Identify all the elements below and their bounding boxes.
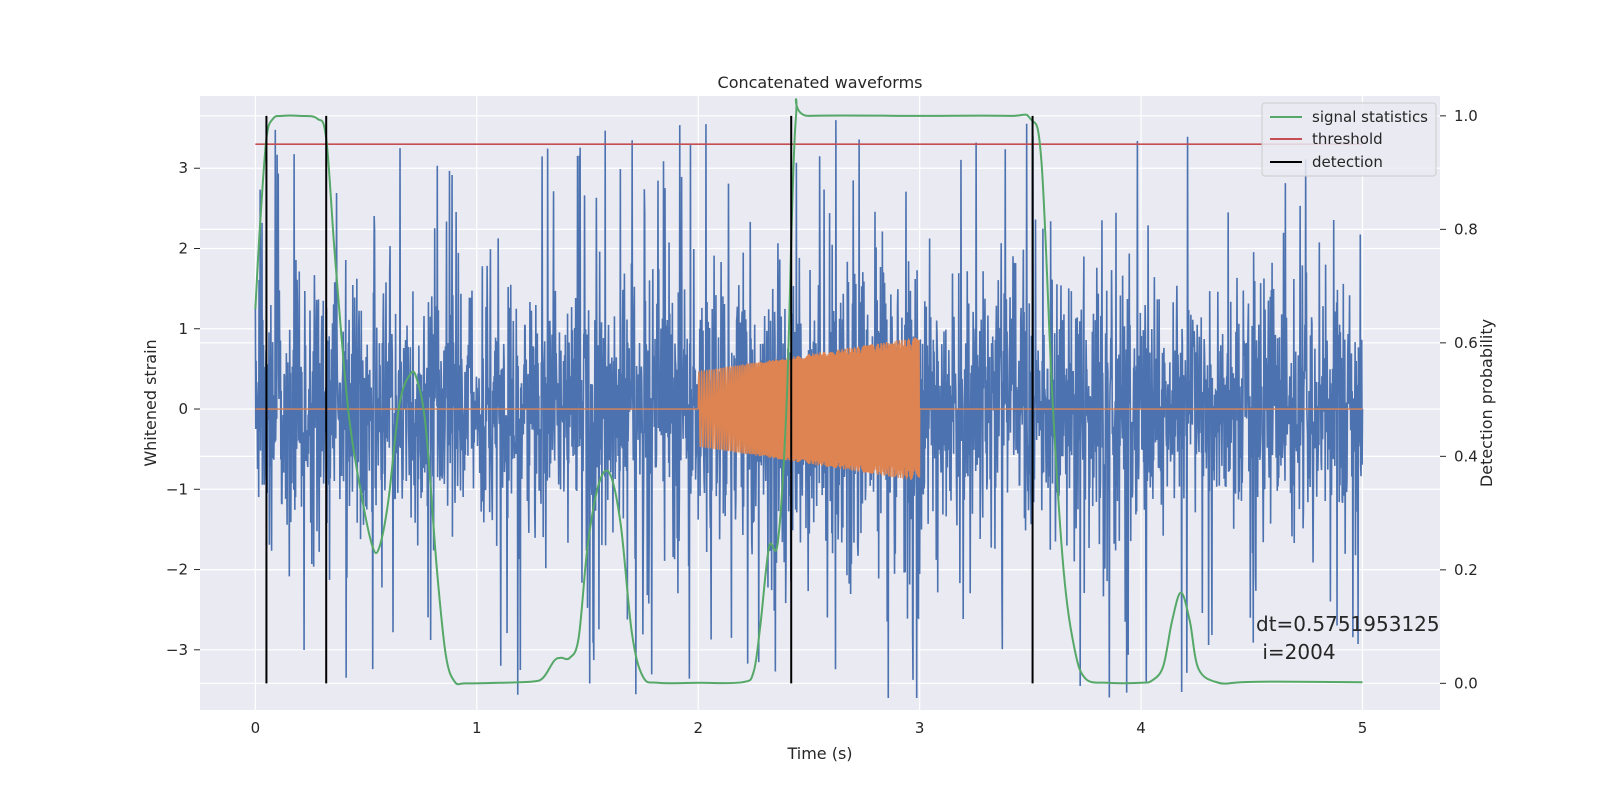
y2-tick-label: 0.4 <box>1454 447 1478 465</box>
y-tick-label: 2 <box>178 239 188 257</box>
legend-label-signal-statistics: signal statistics <box>1312 108 1428 126</box>
y-tick-label: 0 <box>178 400 188 418</box>
y-tick-label: 1 <box>178 320 188 338</box>
annotation-i: i=2004 <box>1256 640 1336 664</box>
y-axis-left: −3 −2 −1 0 1 2 3 <box>166 159 200 659</box>
chart-title: Concatenated waveforms <box>718 73 923 92</box>
legend-box <box>1261 102 1437 177</box>
y2-axis-label: Detection probability <box>1477 319 1496 487</box>
y2-tick-label: 1.0 <box>1454 107 1478 125</box>
series-signal-statistics <box>254 98 1363 686</box>
x-tick-label: 5 <box>1358 719 1368 737</box>
series-injection <box>255 337 1363 480</box>
x-tick-label: 2 <box>693 719 703 737</box>
x-axis-label: Time (s) <box>786 744 852 763</box>
x-tick-label: 0 <box>251 719 261 737</box>
x-tick-label: 3 <box>915 719 925 737</box>
y-tick-label: 3 <box>178 159 188 177</box>
legend-label-detection: detection <box>1312 153 1383 171</box>
y2-tick-label: 0.2 <box>1454 561 1478 579</box>
x-tick-label: 1 <box>472 719 482 737</box>
x-tick-label: 4 <box>1136 719 1146 737</box>
x-axis: 0 1 2 3 4 5 <box>251 719 1368 737</box>
y2-tick-label: 0.8 <box>1454 220 1478 238</box>
y2-tick-label: 0.0 <box>1454 674 1478 692</box>
series-layer <box>254 98 1364 698</box>
y-axis-label: Whitened strain <box>141 339 160 466</box>
y-axis-right: 0.0 0.2 0.4 0.6 0.8 1.0 <box>1440 107 1478 692</box>
y-tick-label: −2 <box>166 561 188 579</box>
y-tick-label: −1 <box>166 480 188 498</box>
annotation-dt: dt=0.5751953125 <box>1256 612 1440 636</box>
legend: signal statistics threshold detection <box>1261 102 1437 177</box>
y-tick-label: −3 <box>166 641 188 659</box>
legend-label-threshold: threshold <box>1312 130 1383 148</box>
y2-tick-label: 0.6 <box>1454 334 1478 352</box>
